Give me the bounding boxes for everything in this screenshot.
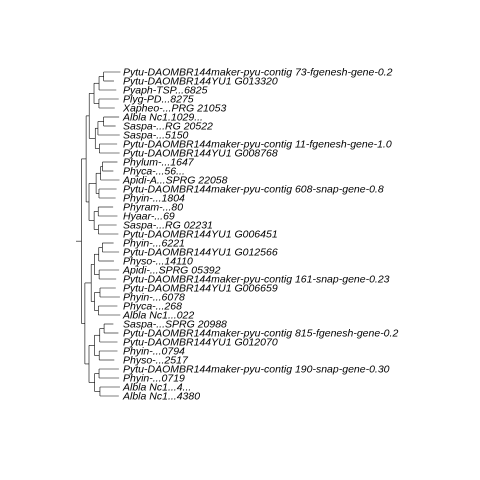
tip-label-25: Phyin-...6078 [123,292,185,304]
tip-label-19: Phyin-...6221 [123,238,185,250]
tip-label-4: Xapheo-...PRG 21053 [122,103,226,115]
tip-label-0: Pytu-DAOMBR144maker-pyu-contig 73-fgenes… [123,67,393,79]
tip-label-23: Pytu-DAOMBR144maker-pyu-contig 161-snap-… [123,274,390,286]
tip-label-12: Apidi-A...SPRG 22058 [122,175,228,187]
tip-label-1: Pytu-DAOMBR144YU1 G013320 [123,76,278,88]
tip-label-35: Albla Nc1...4... [122,382,191,394]
tip-label-8: Pytu-DAOMBR144maker-pyu-contig 11-fgenes… [123,139,392,151]
tip-label-24: Pytu-DAOMBR144YU1 G006659 [123,283,278,295]
tip-label-20: Pytu-DAOMBR144YU1 G012566 [123,247,278,259]
tip-label-5: Albla Nc1.1029... [122,112,203,124]
tip-label-32: Physo-...2517 [123,355,189,367]
tip-label-21: Physo-...14110 [123,256,193,268]
tip-label-16: Hyaar-...69 [123,211,175,223]
tip-label-13: Pytu-DAOMBR144maker-pyu-contig 608-snap-… [123,184,384,196]
tip-label-27: Albla Nc1...022 [122,310,194,322]
tip-label-31: Phyin-...0794 [123,346,185,358]
tip-label-29: Pytu-DAOMBR144maker-pyu-contig 815-fgene… [123,328,398,340]
tip-label-9: Pytu-DAOMBR144YU1 G008768 [123,148,278,160]
tree-branches [76,71,121,397]
tip-label-34: Phyin-...0719 [123,373,185,385]
tip-label-18: Pytu-DAOMBR144YU1 G006451 [123,229,278,241]
tip-label-33: Pytu-DAOMBR144maker-pyu-contig 190-snap-… [123,364,390,376]
tip-label-10: Phylum-...1647 [123,157,195,169]
tip-label-2: Pyaph-TSP...6825 [123,85,208,97]
tip-label-11: Phyca-...56... [123,166,185,178]
tip-label-30: Pytu-DAOMBR144YU1 G012070 [123,337,278,349]
tip-label-22: Apidi-...SPRG 05392 [122,265,221,277]
tip-label-36: Albla Nc1...4380 [122,391,200,403]
tip-labels: Pytu-DAOMBR144maker-pyu-contig 73-fgenes… [122,67,398,403]
tip-label-14: Phyin-...1804 [123,193,185,205]
tip-label-17: Saspa-...RG 02231 [123,220,213,232]
tip-label-7: Saspa-...5150 [123,130,189,142]
tip-label-26: Phyca-...268 [123,301,182,313]
tip-label-15: Phyram-...80 [123,202,183,214]
tip-label-3: Plyg-PD...8275 [123,94,194,106]
tip-label-28: Saspa-...SPRG 20988 [123,319,227,331]
tip-label-6: Saspa-...RG 20522 [123,121,213,133]
